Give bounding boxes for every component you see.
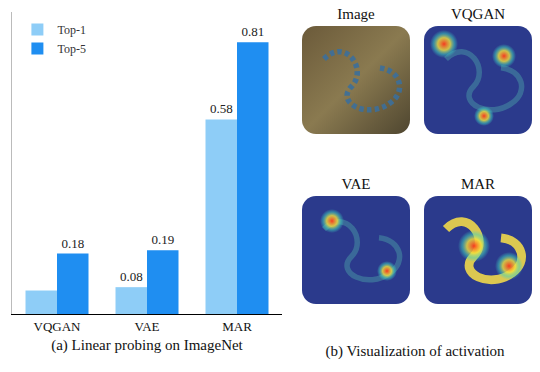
svg-text:(a) Linear probing on ImageNet: (a) Linear probing on ImageNet [51,337,243,354]
svg-text:MAR: MAR [461,176,495,192]
svg-text:(b) Visualization of activatio: (b) Visualization of activation [325,343,505,360]
svg-text:0.18: 0.18 [61,236,84,251]
svg-text:Top-1: Top-1 [57,23,86,37]
svg-text:0.08: 0.08 [120,269,143,284]
svg-text:VAE: VAE [134,319,159,334]
svg-text:0.58: 0.58 [210,101,233,116]
svg-text:VQGAN: VQGAN [34,319,82,334]
svg-text:0.19: 0.19 [151,232,174,247]
svg-text:Top-5: Top-5 [57,42,86,56]
svg-text:VQGAN: VQGAN [451,6,505,22]
svg-text:0.81: 0.81 [241,24,264,39]
svg-text:Image: Image [337,6,375,22]
svg-text:MAR: MAR [222,319,252,334]
svg-text:VAE: VAE [342,176,371,192]
